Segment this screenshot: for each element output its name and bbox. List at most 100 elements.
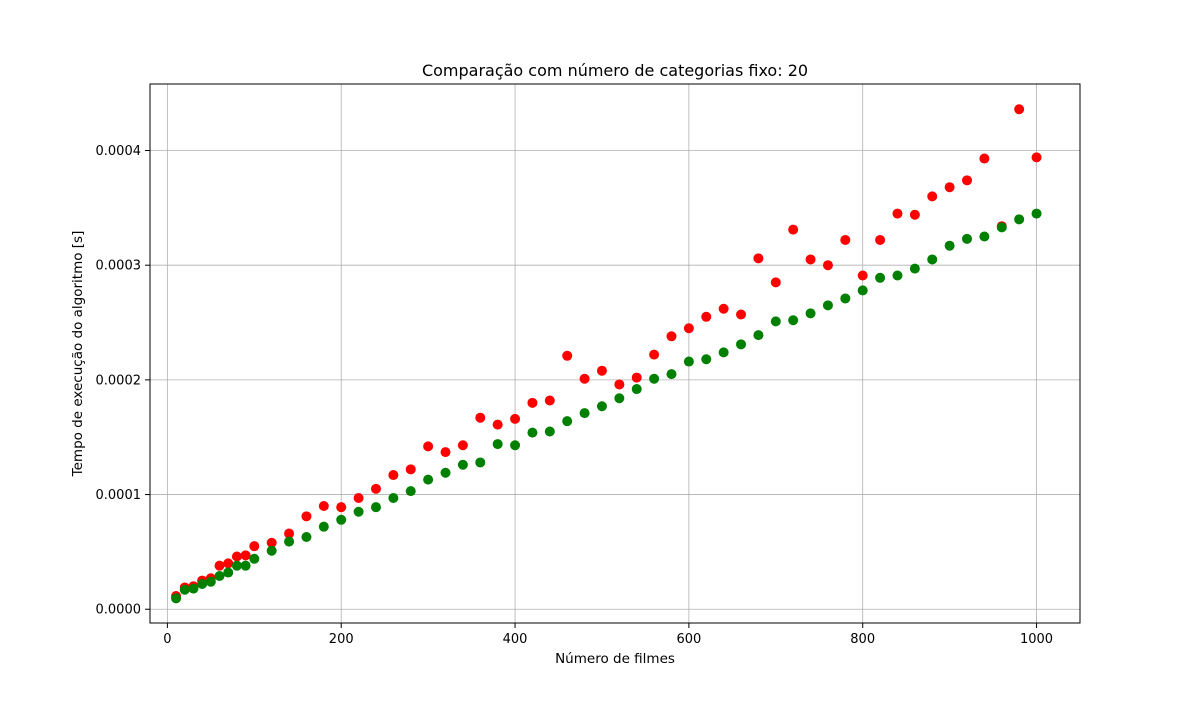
data-point xyxy=(857,285,868,296)
data-point xyxy=(840,293,851,304)
data-point xyxy=(962,233,973,244)
data-point xyxy=(927,191,938,202)
data-point xyxy=(388,492,399,503)
data-point xyxy=(284,528,295,539)
data-point xyxy=(336,514,347,525)
data-point xyxy=(223,558,234,569)
data-point xyxy=(527,397,538,408)
x-tick-label: 600 xyxy=(676,632,701,647)
data-point xyxy=(753,253,764,264)
y-tick-label: 0.0001 xyxy=(96,488,142,503)
x-tick-label: 800 xyxy=(850,632,875,647)
data-point xyxy=(266,545,277,556)
data-point xyxy=(405,464,416,475)
data-point xyxy=(492,439,503,450)
data-point xyxy=(440,447,451,458)
data-point xyxy=(962,175,973,186)
x-tick-label: 200 xyxy=(329,632,354,647)
data-point xyxy=(405,486,416,497)
data-point xyxy=(353,492,364,503)
data-point xyxy=(666,369,677,380)
data-point xyxy=(388,470,399,481)
data-point xyxy=(231,551,242,562)
data-point xyxy=(579,373,590,384)
data-point xyxy=(683,323,694,334)
data-point xyxy=(231,560,242,571)
data-point xyxy=(457,440,468,451)
data-point xyxy=(510,440,521,451)
data-points xyxy=(171,104,1042,604)
data-point xyxy=(240,560,251,571)
data-point xyxy=(927,254,938,265)
data-point xyxy=(631,372,642,383)
data-point xyxy=(301,531,312,542)
data-point xyxy=(284,536,295,547)
plot-frame xyxy=(149,83,1081,624)
data-point xyxy=(562,416,573,427)
data-point xyxy=(527,427,538,438)
data-point xyxy=(188,583,199,594)
data-point xyxy=(753,330,764,341)
data-point xyxy=(979,231,990,242)
data-point xyxy=(266,537,277,548)
data-point xyxy=(822,260,833,271)
data-point xyxy=(736,309,747,320)
data-point xyxy=(944,240,955,251)
data-point xyxy=(179,584,190,595)
data-point xyxy=(718,347,729,358)
data-point xyxy=(631,384,642,395)
data-point xyxy=(840,234,851,245)
data-point xyxy=(909,263,920,274)
data-point xyxy=(249,541,260,552)
data-point xyxy=(562,350,573,361)
x-tick-label: 0 xyxy=(163,632,171,647)
grid-lines xyxy=(150,84,1080,623)
y-tick-label: 0.0000 xyxy=(96,603,142,618)
data-point xyxy=(1031,152,1042,163)
data-point xyxy=(892,208,903,219)
series-1 xyxy=(171,208,1042,604)
data-point xyxy=(596,401,607,412)
data-point xyxy=(318,501,329,512)
data-point xyxy=(423,474,434,485)
data-point xyxy=(909,209,920,220)
data-point xyxy=(544,426,555,437)
data-point xyxy=(1014,214,1025,225)
data-point xyxy=(683,356,694,367)
data-point xyxy=(1014,104,1025,115)
data-point xyxy=(205,576,216,587)
x-axis-ticks: 0 200 400 600 800 1000 xyxy=(163,623,1053,647)
data-point xyxy=(1031,208,1042,219)
x-tick-label: 1000 xyxy=(1020,632,1053,647)
data-point xyxy=(996,222,1007,233)
data-point xyxy=(544,395,555,406)
chart-title: Comparação com número de categorias fixo… xyxy=(422,61,808,80)
x-tick-label: 400 xyxy=(503,632,528,647)
data-point xyxy=(788,315,799,326)
y-tick-label: 0.0004 xyxy=(96,144,142,159)
data-point xyxy=(596,365,607,376)
data-point xyxy=(614,393,625,404)
data-point xyxy=(701,311,712,322)
data-point xyxy=(336,502,347,513)
data-point xyxy=(770,316,781,327)
data-point xyxy=(301,511,312,522)
y-tick-label: 0.0002 xyxy=(96,373,142,388)
data-point xyxy=(423,441,434,452)
data-point xyxy=(875,272,886,283)
y-axis-ticks: 0.0000 0.0001 0.0002 0.0003 0.0004 xyxy=(96,144,150,618)
x-axis-label: Número de filmes xyxy=(555,651,675,667)
data-point xyxy=(579,408,590,419)
data-point xyxy=(510,413,521,424)
y-axis-label: Tempo de execução do algoritmo [s] xyxy=(70,231,86,478)
data-point xyxy=(979,153,990,164)
data-point xyxy=(875,234,886,245)
data-point xyxy=(370,483,381,494)
data-point xyxy=(822,300,833,311)
data-point xyxy=(788,224,799,235)
data-point xyxy=(614,379,625,390)
series-0 xyxy=(171,104,1042,602)
data-point xyxy=(805,254,816,265)
